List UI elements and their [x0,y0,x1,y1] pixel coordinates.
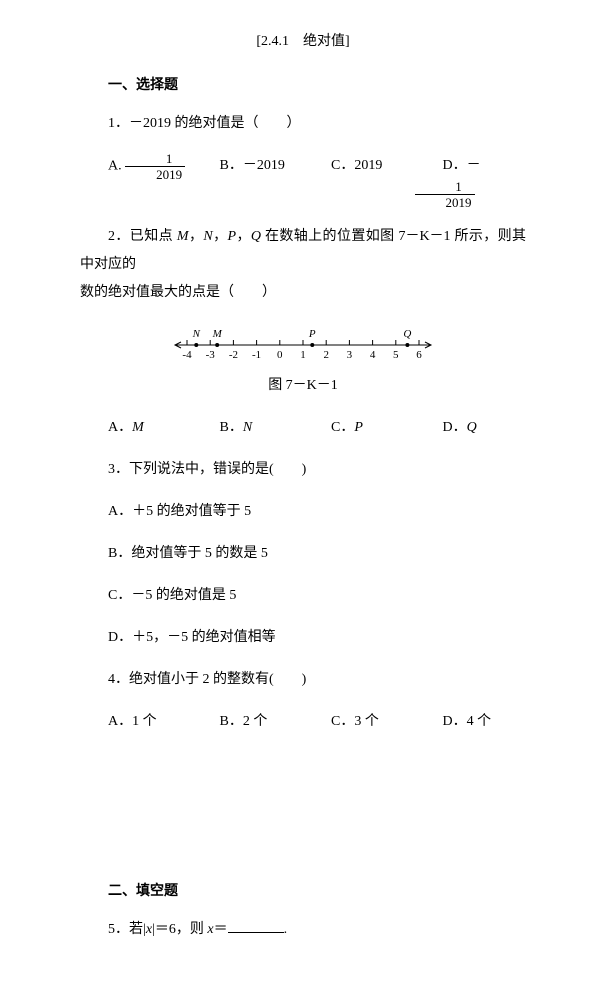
svg-text:2: 2 [323,349,329,361]
fill-blank [228,918,284,933]
svg-text:N: N [192,328,201,340]
q1-option-a: A. 1 2019 [80,152,192,209]
svg-text:-4: -4 [182,349,192,361]
frac-den: 2019 [415,195,475,209]
svg-text:3: 3 [347,349,353,361]
q3-stem: 3．下列说法中，错误的是( ) [80,456,526,484]
q2-stem: 2．已知点 M，N，P，Q 在数轴上的位置如图 7－K－1 所示，则其中对应的 [80,223,526,279]
q1-options: A. 1 2019 B．－2019 C．2019 D．－ 1 2019 [80,152,526,209]
q1-stem: 1．－2019 的绝对值是（ ） [80,110,526,138]
section-2-heading: 二、填空题 [80,880,526,900]
opt-prefix: B． [220,420,243,435]
q4-option-c: C．3 个 [303,708,415,736]
svg-text:-2: -2 [229,349,238,361]
letter-p: P [228,229,237,244]
opt-prefix: C． [331,420,354,435]
q5-mid: |＝6，则 [152,922,207,937]
numberline-svg: -4 -3 -2 -1 0 1 2 3 4 5 6 NM P Q [173,321,433,365]
numberline-figure: -4 -3 -2 -1 0 1 2 3 4 5 6 NM P Q [80,321,526,370]
q1-option-d: D．－ 1 2019 [415,152,527,209]
svg-text:-1: -1 [252,349,261,361]
q4-option-d: D．4 个 [415,708,527,736]
svg-text:0: 0 [277,349,283,361]
q2-option-c: C．P [303,414,415,442]
fraction-1-over-2019-neg: 1 2019 [415,180,475,209]
sep: ， [213,229,228,244]
opt-letter: N [243,420,252,435]
sep: ， [236,229,251,244]
svg-text:-3: -3 [206,349,216,361]
q5-post: ＝ [214,922,228,937]
page-title: [2.4.1 绝对值] [80,30,526,50]
opt-letter: M [132,420,144,435]
q3-option-d: D．＋5，－5 的绝对值相等 [80,624,526,652]
q2-pre: 2．已知点 [108,229,177,244]
q4-option-a: A．1 个 [80,708,192,736]
q4-options: A．1 个 B．2 个 C．3 个 D．4 个 [80,708,526,736]
q3-option-a: A．＋5 的绝对值等于 5 [80,498,526,526]
q1-d-prefix: D．－ [443,158,481,173]
q1-a-prefix: A. [108,159,122,174]
q4-option-b: B．2 个 [192,708,304,736]
q3-option-c: C．－5 的绝对值是 5 [80,582,526,610]
q2-option-d: D．Q [415,414,527,442]
frac-den: 2019 [125,167,185,181]
q2-options: A．M B．N C．P D．Q [80,414,526,442]
opt-letter: Q [467,420,477,435]
opt-prefix: D． [443,420,467,435]
q1-option-c: C．2019 [303,152,415,209]
section-1-heading: 一、选择题 [80,74,526,94]
q3-option-b: B．绝对值等于 5 的数是 5 [80,540,526,568]
frac-num: 1 [125,152,185,167]
letter-q: Q [251,229,261,244]
opt-letter: P [354,420,363,435]
letter-n: N [203,229,212,244]
q5-stem: 5．若|x|＝6，则 x＝. [80,916,526,944]
opt-prefix: A． [108,420,132,435]
svg-text:4: 4 [370,349,376,361]
figure-caption: 图 7－K－1 [80,374,526,394]
svg-text:1: 1 [300,349,306,361]
sep: ， [189,229,204,244]
q4-stem: 4．绝对值小于 2 的整数有( ) [80,666,526,694]
q2-option-a: A．M [80,414,192,442]
svg-text:P: P [308,328,316,340]
fraction-1-over-2019: 1 2019 [125,152,185,181]
frac-num: 1 [415,180,475,195]
svg-text:6: 6 [416,349,422,361]
q5-pre: 5．若| [108,922,146,937]
svg-text:Q: Q [403,328,411,340]
q5-end: . [284,922,288,937]
letter-m: M [177,229,189,244]
q1-option-b: B．－2019 [192,152,304,209]
vertical-spacer [80,750,526,880]
svg-text:5: 5 [393,349,399,361]
q2-stem-line2: 数的绝对值最大的点是（ ） [80,279,526,307]
svg-text:M: M [212,328,223,340]
q2-option-b: B．N [192,414,304,442]
